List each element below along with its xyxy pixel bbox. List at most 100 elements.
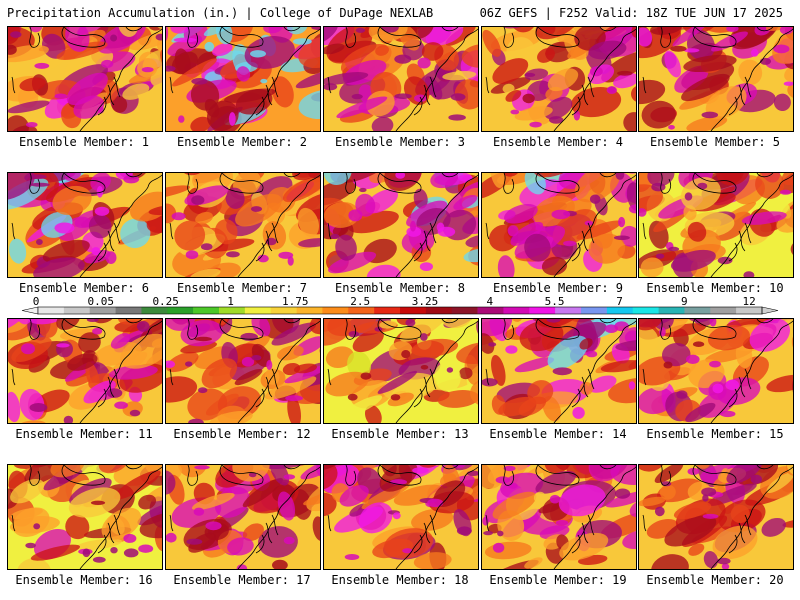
colorbar-swatch — [348, 307, 375, 314]
colorbar-swatch — [270, 307, 297, 314]
ensemble-member-label: Ensemble Member: 18 — [331, 573, 469, 587]
colorbar-tick-label: 2.5 — [350, 296, 370, 308]
colorbar-swatch — [219, 307, 246, 314]
colorbar-tick-label: 0 — [33, 296, 40, 308]
coastline — [553, 28, 636, 131]
ensemble-member-map — [165, 464, 321, 570]
colorbar-swatch — [632, 307, 659, 314]
coastline — [79, 28, 162, 131]
great-lakes-outline — [11, 173, 143, 240]
colorbar-tick-label: 0.05 — [88, 296, 115, 308]
ensemble-member-label: Ensemble Member: 4 — [492, 135, 624, 149]
colorbar-swatch — [658, 307, 685, 314]
ensemble-member-map — [481, 318, 637, 424]
great-lakes-outline — [327, 465, 459, 532]
ensemble-member-label: Ensemble Member: 5 — [649, 135, 781, 149]
ensemble-member-map — [481, 26, 637, 132]
colorbar-tick-label: 1.75 — [282, 296, 309, 308]
ensemble-member-label: Ensemble Member: 7 — [176, 281, 308, 295]
coastline — [79, 174, 162, 277]
ensemble-member-label: Ensemble Member: 8 — [334, 281, 466, 295]
ensemble-member-map — [165, 318, 321, 424]
colorbar-swatch — [63, 307, 91, 314]
colorbar-swatch — [710, 307, 737, 314]
ensemble-member-map — [7, 318, 163, 424]
precipitation-colorbar: 0 0.05 0.25 1 1.75 2.5 3.25 4 5.5 7 9 12 — [21, 296, 779, 315]
great-lakes-outline — [485, 319, 617, 386]
ensemble-member-label: Ensemble Member: 15 — [646, 427, 784, 441]
coastline — [237, 28, 320, 131]
coastline — [237, 320, 320, 423]
coastline — [710, 320, 793, 423]
coastline — [237, 174, 320, 277]
colorbar-swatch — [296, 307, 323, 314]
colorbar-max-arrow — [761, 306, 779, 315]
coastline — [395, 28, 478, 131]
coastline — [710, 466, 793, 569]
great-lakes-outline — [327, 319, 459, 386]
ensemble-member-label: Ensemble Member: 11 — [15, 427, 153, 441]
ensemble-member-label: Ensemble Member: 12 — [173, 427, 311, 441]
ensemble-member-map — [481, 172, 637, 278]
ensemble-member-map — [165, 26, 321, 132]
ensemble-member-map — [7, 26, 163, 132]
great-lakes-outline — [327, 27, 459, 94]
great-lakes-outline — [642, 27, 774, 94]
colorbar-tick-label: 1 — [227, 296, 234, 308]
colorbar-tick-label: 0.25 — [152, 296, 179, 308]
ensemble-member-label: Ensemble Member: 2 — [176, 135, 308, 149]
ensemble-member-map — [638, 172, 794, 278]
great-lakes-outline — [169, 465, 301, 532]
colorbar-swatch — [141, 307, 168, 314]
colorbar-swatch — [193, 307, 220, 314]
colorbar-swatch — [606, 307, 634, 314]
colorbar-swatch — [503, 307, 530, 314]
colorbar-swatch — [374, 307, 401, 314]
colorbar-tick-label: 9 — [681, 296, 688, 308]
ensemble-member-label: Ensemble Member: 10 — [646, 281, 784, 295]
great-lakes-outline — [485, 465, 617, 532]
coastline — [79, 320, 162, 423]
coastline — [710, 174, 793, 277]
ensemble-member-label: Ensemble Member: 3 — [334, 135, 466, 149]
ensemble-member-map — [323, 26, 479, 132]
colorbar-swatch — [425, 307, 453, 314]
great-lakes-outline — [11, 465, 143, 532]
great-lakes-outline — [169, 27, 301, 94]
ensemble-member-map — [638, 464, 794, 570]
coastline — [710, 28, 793, 131]
colorbar-tick-label: 7 — [616, 296, 623, 308]
colorbar-swatch — [529, 307, 556, 314]
great-lakes-outline — [485, 173, 617, 240]
ensemble-member-map — [323, 318, 479, 424]
great-lakes-outline — [642, 465, 774, 532]
coastline — [395, 320, 478, 423]
great-lakes-outline — [642, 319, 774, 386]
colorbar-swatch — [736, 307, 763, 314]
colorbar-tick-label: 4 — [486, 296, 493, 308]
coastline — [553, 320, 636, 423]
colorbar-swatch — [167, 307, 194, 314]
ensemble-member-label: Ensemble Member: 19 — [489, 573, 627, 587]
ensemble-member-label: Ensemble Member: 16 — [15, 573, 153, 587]
great-lakes-outline — [642, 173, 774, 240]
colorbar-min-arrow — [21, 306, 39, 315]
colorbar-tick-label: 3.25 — [412, 296, 439, 308]
colorbar-tick-label: 12 — [742, 296, 755, 308]
coastline — [553, 174, 636, 277]
colorbar-swatch — [684, 307, 711, 314]
colorbar-swatch — [477, 307, 504, 314]
ensemble-member-label: Ensemble Member: 14 — [489, 427, 627, 441]
ensemble-member-label: Ensemble Member: 9 — [492, 281, 624, 295]
ensemble-member-label: Ensemble Member: 20 — [646, 573, 784, 587]
colorbar-swatch — [115, 307, 142, 314]
ensemble-member-map — [7, 172, 163, 278]
ensemble-member-label: Ensemble Member: 6 — [18, 281, 150, 295]
coastline — [553, 466, 636, 569]
ensemble-member-map — [638, 26, 794, 132]
coastline — [395, 466, 478, 569]
great-lakes-outline — [11, 319, 143, 386]
model-run-info: 06Z GEFS | F252 Valid: 18Z TUE JUN 17 20… — [479, 6, 783, 20]
ensemble-member-label: Ensemble Member: 13 — [331, 427, 469, 441]
ensemble-member-label: Ensemble Member: 1 — [18, 135, 150, 149]
